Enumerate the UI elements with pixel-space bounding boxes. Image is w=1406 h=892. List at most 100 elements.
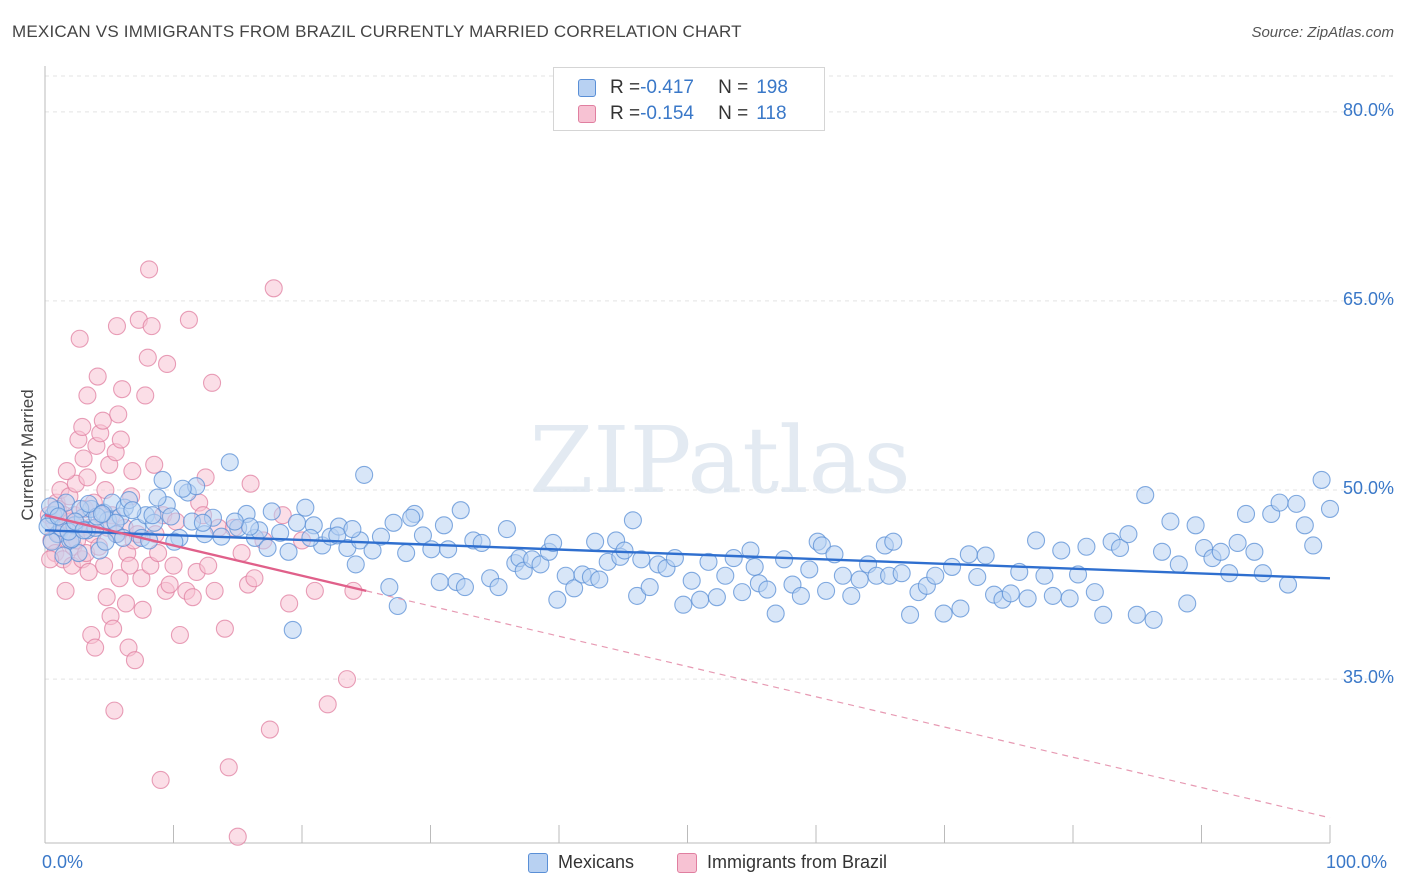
data-point — [116, 594, 136, 613]
chart-source: Source: ZipAtlas.com — [1251, 24, 1394, 41]
data-point — [205, 581, 224, 600]
data-point — [343, 520, 362, 539]
y-tick-label: 65.0% — [1342, 288, 1394, 309]
legend-item-brazil[interactable]: Immigrants from Brazil — [677, 852, 887, 873]
data-point — [1245, 542, 1264, 561]
data-point — [800, 560, 819, 579]
data-point — [430, 572, 449, 592]
y-tick-label: 80.0% — [1342, 99, 1394, 120]
chart-title: MEXICAN VS IMMIGRANTS FROM BRAZIL CURREN… — [12, 22, 742, 41]
data-point — [665, 549, 684, 568]
data-point — [842, 586, 861, 605]
trend-line-brazil — [44, 514, 367, 593]
r-label: R = — [610, 77, 641, 98]
data-point — [439, 540, 458, 559]
legend-label: Immigrants from Brazil — [707, 852, 888, 872]
data-point — [1136, 486, 1155, 505]
data-point — [42, 532, 61, 551]
data-point — [489, 578, 508, 597]
data-point — [74, 449, 93, 468]
data-point — [145, 455, 164, 474]
data-point — [968, 567, 987, 587]
data-point — [95, 556, 114, 575]
data-point — [766, 604, 785, 623]
data-point — [951, 599, 970, 618]
data-point — [344, 581, 363, 600]
data-point — [107, 317, 127, 336]
data-point — [455, 578, 474, 597]
data-point — [691, 590, 710, 609]
x-tick-label-max: 100.0% — [1326, 852, 1388, 872]
data-point — [674, 595, 693, 614]
data-point — [78, 468, 97, 487]
data-point — [380, 578, 399, 597]
data-point — [164, 556, 183, 575]
legend-swatch-pink — [578, 105, 596, 123]
watermark: ZIPatlas — [529, 407, 910, 514]
data-point — [183, 588, 202, 607]
data-point — [1077, 537, 1096, 556]
data-point — [123, 501, 142, 520]
trend-lines — [44, 514, 1331, 819]
data-point — [318, 695, 337, 714]
n-label: N = — [718, 103, 749, 124]
data-point — [110, 569, 129, 588]
stats-row-brazil: R = -0.154 N = 118 — [578, 102, 787, 126]
data-point — [287, 513, 307, 532]
data-point — [926, 566, 945, 585]
data-point — [104, 619, 123, 638]
data-point — [1119, 525, 1138, 544]
data-point — [56, 581, 75, 600]
data-point — [241, 474, 260, 493]
axes — [44, 66, 1331, 844]
data-point — [271, 523, 290, 542]
r-label: R = — [610, 103, 641, 124]
data-point — [279, 542, 298, 561]
data-point — [301, 528, 320, 547]
stats-row-mexicans: R = -0.417 N = 198 — [578, 76, 788, 100]
data-point — [1304, 536, 1323, 555]
data-point — [531, 555, 550, 574]
data-point — [1018, 589, 1037, 608]
data-point — [1186, 516, 1205, 535]
data-point — [142, 317, 161, 336]
data-point — [934, 604, 953, 623]
data-point — [892, 564, 911, 583]
data-point — [1085, 583, 1104, 602]
data-point — [397, 543, 416, 563]
data-point — [1312, 470, 1331, 489]
data-point — [219, 758, 238, 777]
data-point — [1178, 594, 1197, 613]
data-point — [1060, 589, 1079, 608]
data-point — [1211, 542, 1230, 561]
data-point — [96, 532, 115, 551]
data-point — [355, 465, 374, 484]
data-point — [884, 532, 903, 551]
data-point — [337, 670, 357, 689]
data-point — [153, 470, 172, 489]
data-point — [1043, 586, 1062, 605]
data-point — [258, 538, 277, 558]
data-point — [86, 638, 105, 657]
data-point — [548, 590, 567, 609]
data-point — [388, 596, 407, 616]
data-point — [791, 586, 810, 605]
data-point — [203, 373, 222, 392]
data-point — [111, 430, 130, 449]
legend-item-mexicans[interactable]: Mexicans — [528, 852, 634, 873]
data-point — [1026, 531, 1046, 550]
data-point — [1169, 555, 1188, 574]
data-point — [93, 504, 112, 524]
data-point — [1253, 564, 1272, 583]
data-point — [151, 770, 170, 790]
series-mexicans-points — [38, 453, 1340, 639]
data-point — [1127, 605, 1146, 624]
data-point — [70, 329, 89, 348]
data-point — [215, 619, 234, 638]
data-point — [57, 462, 76, 481]
data-point — [225, 512, 244, 531]
data-point — [733, 583, 752, 602]
data-point — [1228, 533, 1247, 553]
y-tick-label: 50.0% — [1342, 478, 1394, 499]
